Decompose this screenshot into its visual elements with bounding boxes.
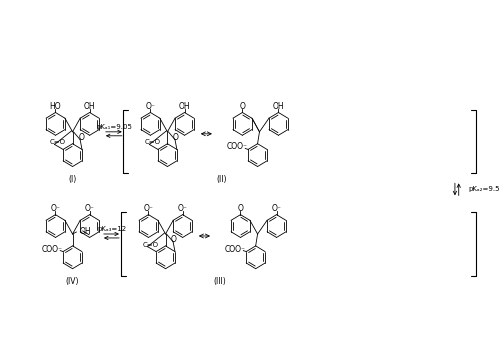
Text: (III): (III): [214, 277, 226, 286]
Text: C=O: C=O: [49, 140, 65, 145]
Text: O⁻: O⁻: [85, 204, 95, 213]
Text: O⁻: O⁻: [272, 204, 282, 213]
Text: O⁻: O⁻: [145, 102, 155, 110]
Text: (IV): (IV): [66, 277, 79, 286]
Text: pKₐ₁=9.05: pKₐ₁=9.05: [96, 124, 132, 130]
Text: COO⁻: COO⁻: [226, 142, 247, 152]
Text: O: O: [78, 133, 84, 142]
Text: OH: OH: [273, 102, 284, 110]
Text: O: O: [171, 235, 177, 244]
Text: HO: HO: [50, 102, 61, 110]
Text: O: O: [173, 133, 179, 142]
Text: pKₐ₃=12: pKₐ₃=12: [97, 226, 126, 232]
Text: COO⁻: COO⁻: [224, 245, 245, 253]
Text: (II): (II): [217, 175, 227, 184]
Text: COO⁻: COO⁻: [41, 245, 62, 253]
Text: O⁻: O⁻: [50, 204, 60, 213]
Text: OH: OH: [84, 102, 96, 110]
Text: O⁻: O⁻: [178, 204, 188, 213]
Text: pKₐ₂=9.5: pKₐ₂=9.5: [468, 186, 499, 192]
Text: C=O: C=O: [144, 140, 160, 145]
Text: (I): (I): [68, 175, 76, 184]
Text: OH: OH: [179, 102, 190, 110]
Text: O: O: [237, 204, 243, 213]
Text: O: O: [239, 102, 245, 110]
Text: OH: OH: [79, 226, 91, 236]
Text: O⁻: O⁻: [143, 204, 153, 213]
Text: C=O: C=O: [142, 242, 158, 248]
